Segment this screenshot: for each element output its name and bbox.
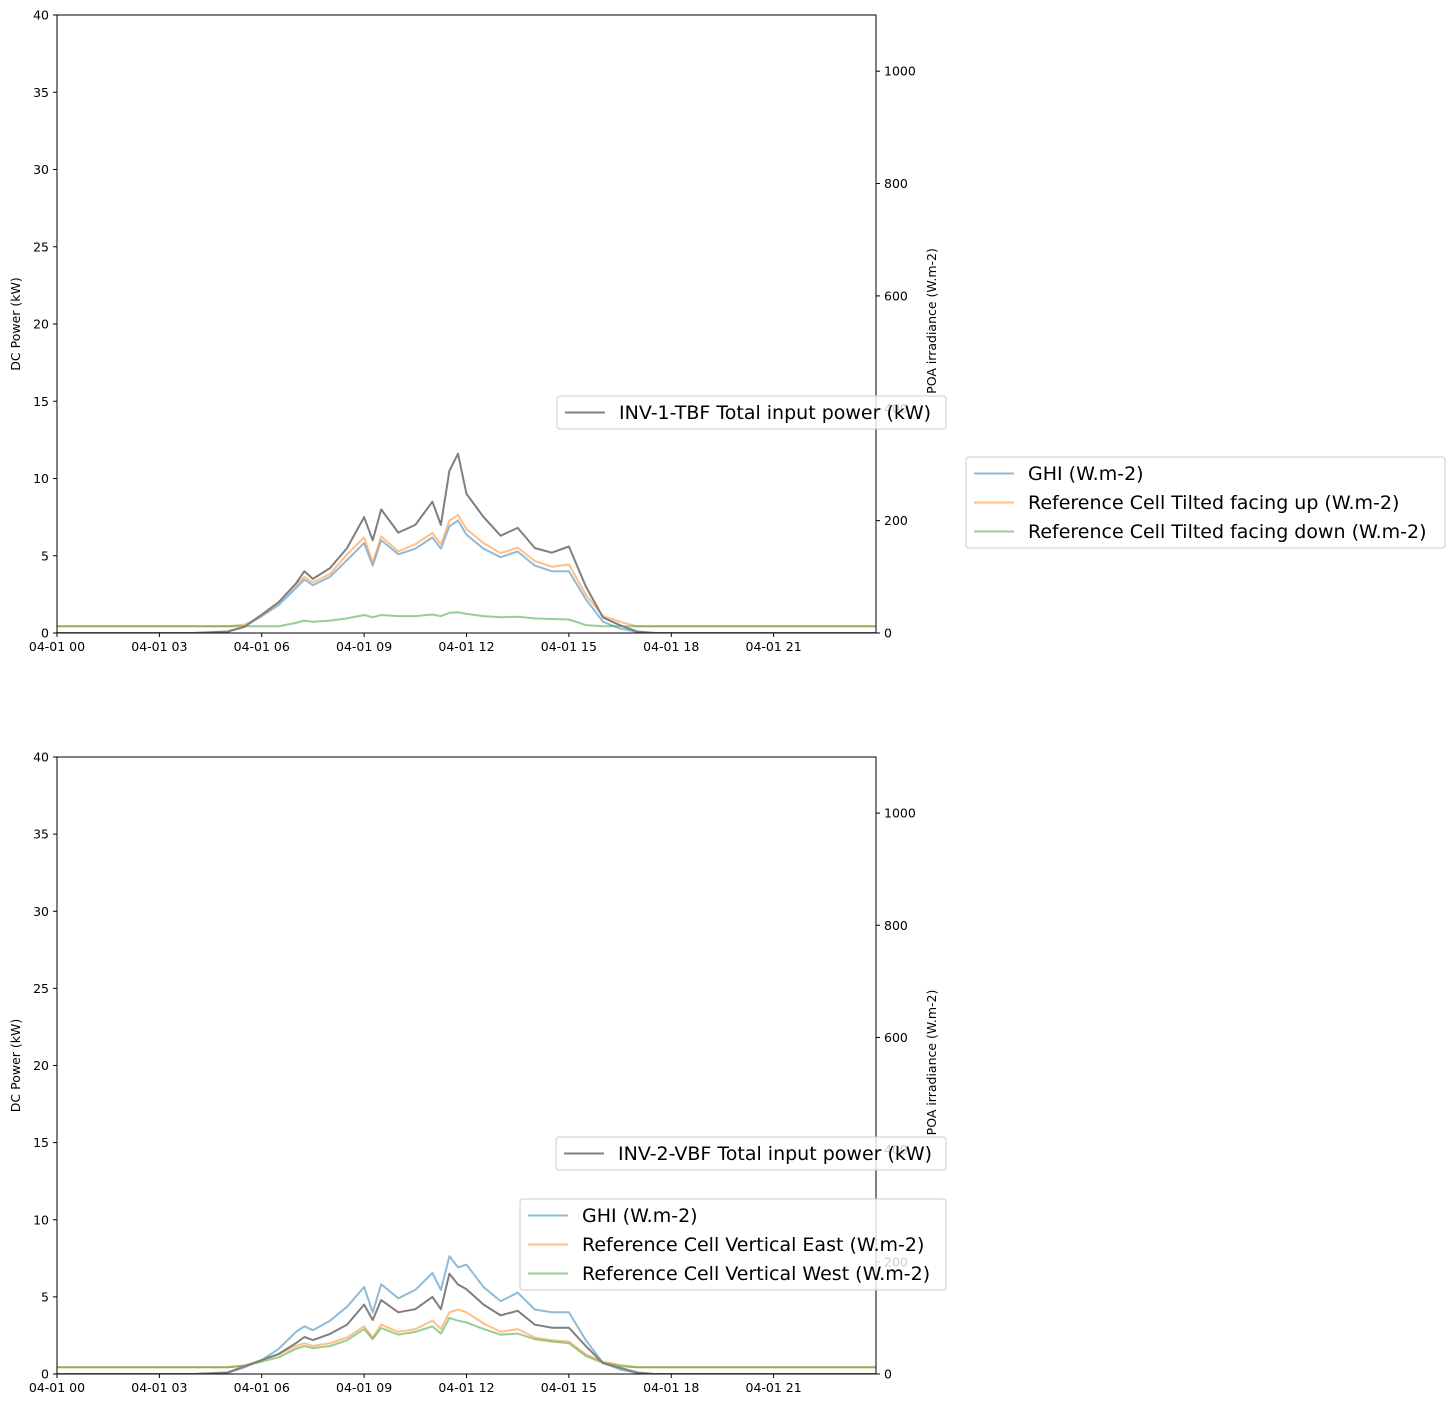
x-tick-label: 04-01 15 bbox=[541, 1380, 597, 1395]
y-tick-label: 20 bbox=[33, 1058, 49, 1073]
series-line-0 bbox=[57, 1272, 876, 1374]
legend-irradiance bbox=[965, 456, 1446, 549]
y-right-tick-label: 200 bbox=[884, 513, 908, 528]
x-tick-label: 04-01 06 bbox=[234, 639, 290, 654]
y-axis-label: DC Power (kW) bbox=[8, 1019, 23, 1112]
legend-label: Reference Cell Tilted facing up (W.m-2) bbox=[1028, 492, 1399, 514]
y-tick-label: 5 bbox=[41, 548, 49, 563]
y-tick-label: 0 bbox=[41, 626, 49, 641]
y-tick-label: 5 bbox=[41, 1289, 49, 1304]
y-tick-label: 40 bbox=[33, 8, 49, 23]
y-tick-label: 15 bbox=[33, 394, 49, 409]
legend-label: INV-2-VBF Total input power (kW) bbox=[618, 1143, 932, 1165]
x-tick-label: 04-01 21 bbox=[746, 639, 802, 654]
x-tick-label: 04-01 18 bbox=[643, 1380, 699, 1395]
y-tick-label: 40 bbox=[33, 750, 49, 765]
y-right-tick-label: 0 bbox=[884, 1367, 892, 1382]
x-tick-label: 04-01 12 bbox=[438, 1380, 494, 1395]
y-tick-label: 35 bbox=[33, 85, 49, 100]
y-tick-label: 20 bbox=[33, 317, 49, 332]
legend-label: INV-1-TBF Total input power (kW) bbox=[619, 402, 931, 424]
x-tick-label: 04-01 06 bbox=[234, 1380, 290, 1395]
series-line-3 bbox=[57, 1316, 876, 1369]
plot-frame bbox=[56, 14, 877, 634]
series-line-1 bbox=[57, 519, 876, 633]
y-tick-label: 0 bbox=[41, 1367, 49, 1382]
y-tick-label: 25 bbox=[33, 981, 49, 996]
y-right-tick-label: 600 bbox=[884, 1030, 908, 1045]
y-tick-label: 15 bbox=[33, 1135, 49, 1150]
legend-power bbox=[555, 1136, 947, 1171]
y-right-tick-label: 800 bbox=[884, 918, 908, 933]
x-tick-label: 04-01 21 bbox=[746, 1380, 802, 1395]
x-tick-label: 04-01 15 bbox=[541, 639, 597, 654]
chart-panel-bottom: 05101520253035400200400600800100004-01 0… bbox=[8, 750, 947, 1395]
x-tick-label: 04-01 18 bbox=[643, 639, 699, 654]
y-right-tick-label: 800 bbox=[884, 176, 908, 191]
y-tick-label: 10 bbox=[33, 1212, 49, 1227]
series-lines bbox=[57, 1255, 876, 1374]
chart-panel-top: 05101520253035400200400600800100004-01 0… bbox=[8, 8, 1446, 654]
x-tick-label: 04-01 00 bbox=[29, 639, 85, 654]
y-tick-label: 30 bbox=[33, 162, 49, 177]
y-tick-label: 10 bbox=[33, 471, 49, 486]
x-tick-label: 04-01 03 bbox=[131, 1380, 187, 1395]
series-line-2 bbox=[57, 1308, 876, 1369]
series-line-0 bbox=[57, 452, 876, 633]
series-line-3 bbox=[57, 611, 876, 628]
y-right-tick-label: 0 bbox=[884, 626, 892, 641]
y-tick-label: 25 bbox=[33, 239, 49, 254]
x-tick-label: 04-01 12 bbox=[438, 639, 494, 654]
y-right-tick-label: 1000 bbox=[884, 806, 916, 821]
y-right-tick-label: 600 bbox=[884, 288, 908, 303]
y-tick-label: 35 bbox=[33, 827, 49, 842]
series-line-2 bbox=[57, 514, 876, 628]
legend-label: Reference Cell Vertical West (W.m-2) bbox=[582, 1263, 930, 1285]
series-lines bbox=[57, 452, 876, 633]
legend-irradiance bbox=[519, 1198, 947, 1291]
y-right-tick-label: 1000 bbox=[884, 64, 916, 79]
x-tick-label: 04-01 09 bbox=[336, 1380, 392, 1395]
x-tick-label: 04-01 03 bbox=[131, 639, 187, 654]
y-right-axis-label: POA irradiance (W.m-2) bbox=[924, 248, 939, 394]
legend-label: GHI (W.m-2) bbox=[1028, 463, 1144, 485]
x-tick-label: 04-01 00 bbox=[29, 1380, 85, 1395]
legend-label: Reference Cell Vertical East (W.m-2) bbox=[582, 1234, 924, 1256]
y-tick-label: 30 bbox=[33, 904, 49, 919]
x-tick-label: 04-01 09 bbox=[336, 639, 392, 654]
legend-power bbox=[556, 395, 947, 430]
y-right-axis-label: POA irradiance (W.m-2) bbox=[924, 990, 939, 1136]
legend-label: GHI (W.m-2) bbox=[582, 1205, 698, 1227]
y-axis-label: DC Power (kW) bbox=[8, 277, 23, 370]
legend-label: Reference Cell Tilted facing down (W.m-2… bbox=[1028, 521, 1427, 543]
